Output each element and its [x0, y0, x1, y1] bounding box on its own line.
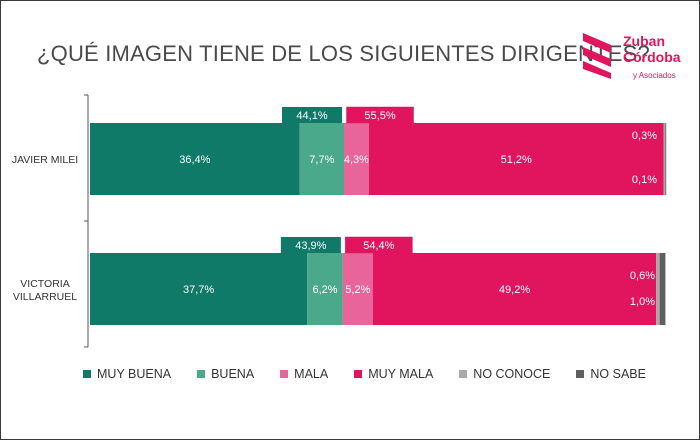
- legend-item-muy-mala: MUY MALA: [354, 367, 433, 381]
- data-label-mala: 5,2%: [345, 284, 370, 296]
- legend-swatch: [280, 370, 289, 378]
- chart-legend: MUY BUENA BUENA MALA MUY MALA NO CONOCE NO SA…: [83, 367, 646, 381]
- logo-line1: Zuban: [623, 33, 665, 49]
- data-label-muy-mala: 51,2%: [501, 154, 532, 166]
- negative-total-fill: [347, 107, 414, 123]
- data-label-muy-buena: 36,4%: [179, 154, 210, 166]
- bar-segment-mala: [344, 123, 369, 195]
- legend-item-no-conoce: NO CONOCE: [459, 367, 550, 381]
- bar-segment-muy-buena: [90, 123, 300, 195]
- brand-logo: Zuban Córdoba y Asociados: [581, 31, 691, 91]
- legend-label: NO CONOCE: [473, 367, 551, 381]
- legend-label: MUY MALA: [368, 367, 434, 381]
- bar-segment-buena: [299, 123, 345, 195]
- logo-mark-icon: [583, 33, 611, 79]
- bar-segment-no-conoce: [656, 253, 660, 325]
- legend-item-no-sabe: NO SABE: [576, 367, 646, 381]
- positive-total-label: 43,9%: [295, 240, 326, 252]
- legend-swatch: [576, 370, 585, 378]
- legend-item-muy-buena: MUY BUENA: [83, 367, 171, 381]
- chart-title: ¿QUÉ IMAGEN TIENE DE LOS SIGUIENTES DIRI…: [37, 41, 650, 66]
- legend-label: BUENA: [211, 367, 255, 381]
- bar-segment-mala: [342, 253, 373, 325]
- negative-total-label: 54,4%: [363, 240, 394, 252]
- positive-total-box: [280, 237, 341, 253]
- negative-total-label: 55,5%: [364, 110, 395, 122]
- positive-total-label: 44,1%: [296, 110, 327, 122]
- legend-swatch: [83, 370, 91, 378]
- legend-label: NO SABE: [590, 367, 646, 381]
- legend-swatch: [459, 370, 468, 378]
- bar-segment-no-sabe: [665, 123, 667, 195]
- logo-line2: Córdoba: [623, 49, 681, 65]
- data-label-muy-buena: 37,7%: [183, 284, 214, 296]
- legend-label: MALA: [294, 367, 329, 381]
- legend-swatch: [354, 370, 363, 378]
- legend-item-mala: MALA: [280, 367, 328, 381]
- bar-segment-buena: [307, 253, 343, 325]
- bar-segment-no-sabe: [659, 253, 666, 325]
- logo-subtitle: y Asociados: [633, 71, 676, 80]
- category-label: VICTORIA VILLARRUEL: [13, 278, 77, 303]
- bar-segment-muy-mala: [372, 253, 657, 325]
- category-label: JAVIER MILEI: [12, 154, 78, 166]
- bar-segment-muy-buena: [90, 253, 308, 325]
- data-label-no-conoce: 0,6%: [630, 270, 655, 282]
- bar-segment-no-conoce: [663, 123, 666, 195]
- data-label-no-sabe: 0,1%: [632, 174, 657, 186]
- legend-swatch: [197, 370, 206, 378]
- data-label-buena: 6,2%: [312, 284, 337, 296]
- legend-item-buena: BUENA: [197, 367, 254, 381]
- legend-label: MUY BUENA: [97, 367, 172, 381]
- positive-total-box: [282, 107, 343, 123]
- logo-wordmark: Zuban Córdoba: [623, 33, 681, 65]
- data-label-muy-mala: 49,2%: [499, 284, 530, 296]
- data-label-mala: 4,3%: [344, 154, 369, 166]
- negative-total-fill: [345, 237, 412, 253]
- data-label-no-sabe: 1,0%: [630, 296, 655, 308]
- data-label-no-conoce: 0,3%: [632, 130, 657, 142]
- bar-segment-muy-mala: [368, 123, 664, 195]
- data-label-buena: 7,7%: [309, 154, 334, 166]
